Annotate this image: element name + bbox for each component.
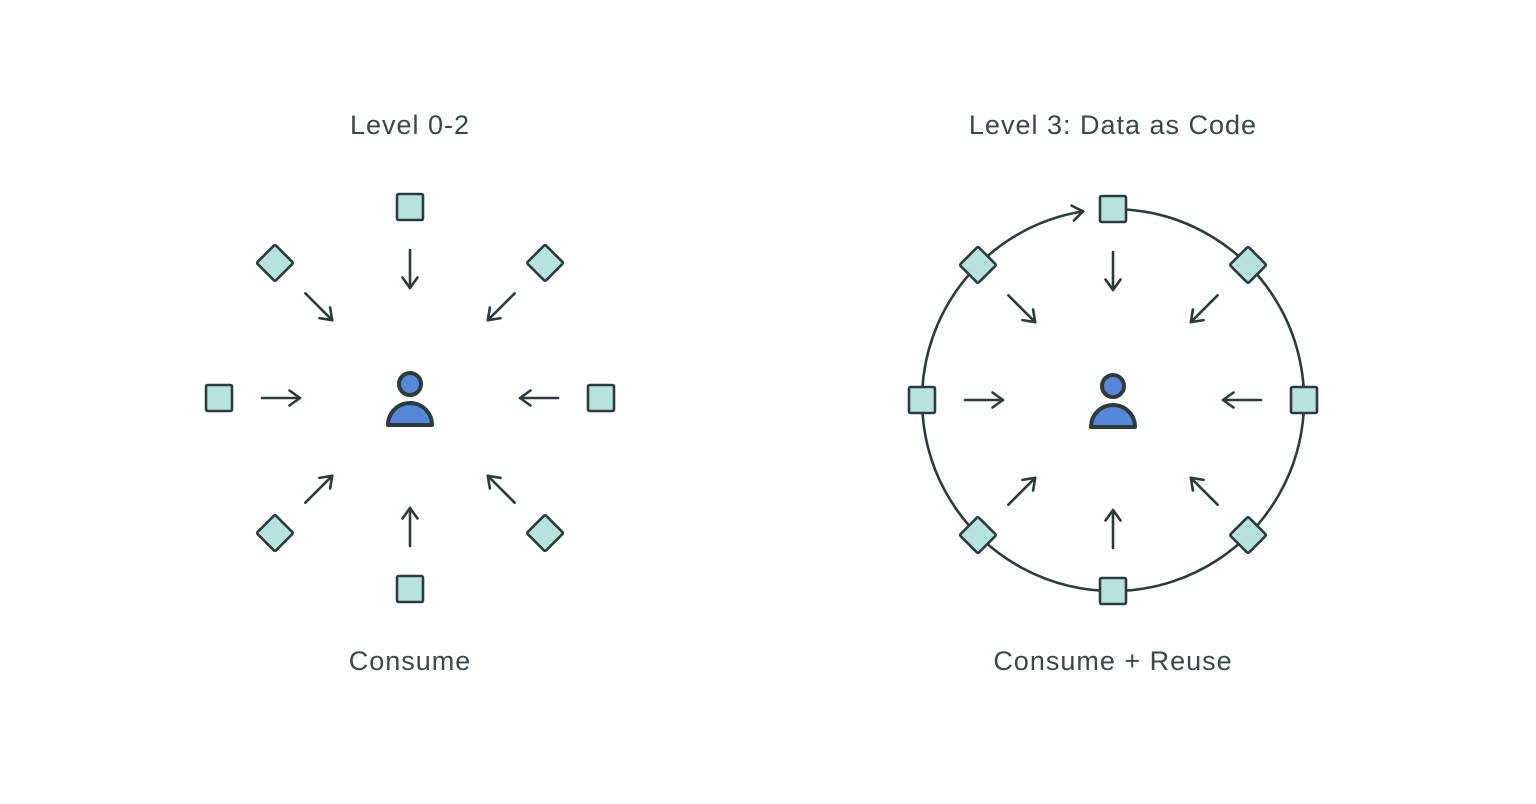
panel-title: Level 0-2 <box>349 110 471 140</box>
inward-arrow-bottom-left <box>304 474 334 504</box>
person-icon <box>1089 373 1137 429</box>
diamond-node-bottom-left <box>958 516 997 555</box>
diamond-node-top-left <box>958 245 997 284</box>
panel-consume: Level 0-2 Consume <box>130 0 690 804</box>
diamond-node-top-right <box>526 243 565 282</box>
panel-caption: Consume <box>348 646 472 676</box>
consume-diagram <box>204 192 616 604</box>
person-body <box>386 401 434 427</box>
diamond-node-top-right <box>1229 245 1268 284</box>
square-node-right <box>586 383 616 413</box>
square-node-top <box>395 192 425 222</box>
inward-arrow-top-left <box>1007 294 1037 324</box>
diamond-node-bottom-right <box>1229 516 1268 555</box>
person-head <box>397 371 423 397</box>
square-node-left <box>204 383 234 413</box>
diamond-node-bottom-left <box>255 514 294 553</box>
panel-consume-reuse: Level 3: Data as Code Consume + Reuse <box>833 0 1393 804</box>
square-node-top <box>1098 194 1128 224</box>
square-node-left <box>907 385 937 415</box>
panel-caption: Consume + Reuse <box>993 646 1233 676</box>
person-icon <box>386 371 434 427</box>
diamond-node-bottom-right <box>526 514 565 553</box>
diamond-node-top-left <box>255 243 294 282</box>
square-node-bottom <box>395 574 425 604</box>
consume-reuse-diagram <box>907 194 1319 606</box>
person-body <box>1089 403 1137 429</box>
inward-arrow-top-right <box>1189 294 1219 324</box>
square-node-bottom <box>1098 576 1128 606</box>
panel-title: Level 3: Data as Code <box>968 110 1258 140</box>
person-head <box>1100 373 1126 399</box>
square-node-right <box>1289 385 1319 415</box>
inward-arrow-bottom-right <box>1189 476 1219 506</box>
inward-arrow-top-right <box>486 292 516 322</box>
inward-arrow-bottom-left <box>1007 476 1037 506</box>
inward-arrow-top-left <box>304 292 334 322</box>
inward-arrow-bottom-right <box>486 474 516 504</box>
